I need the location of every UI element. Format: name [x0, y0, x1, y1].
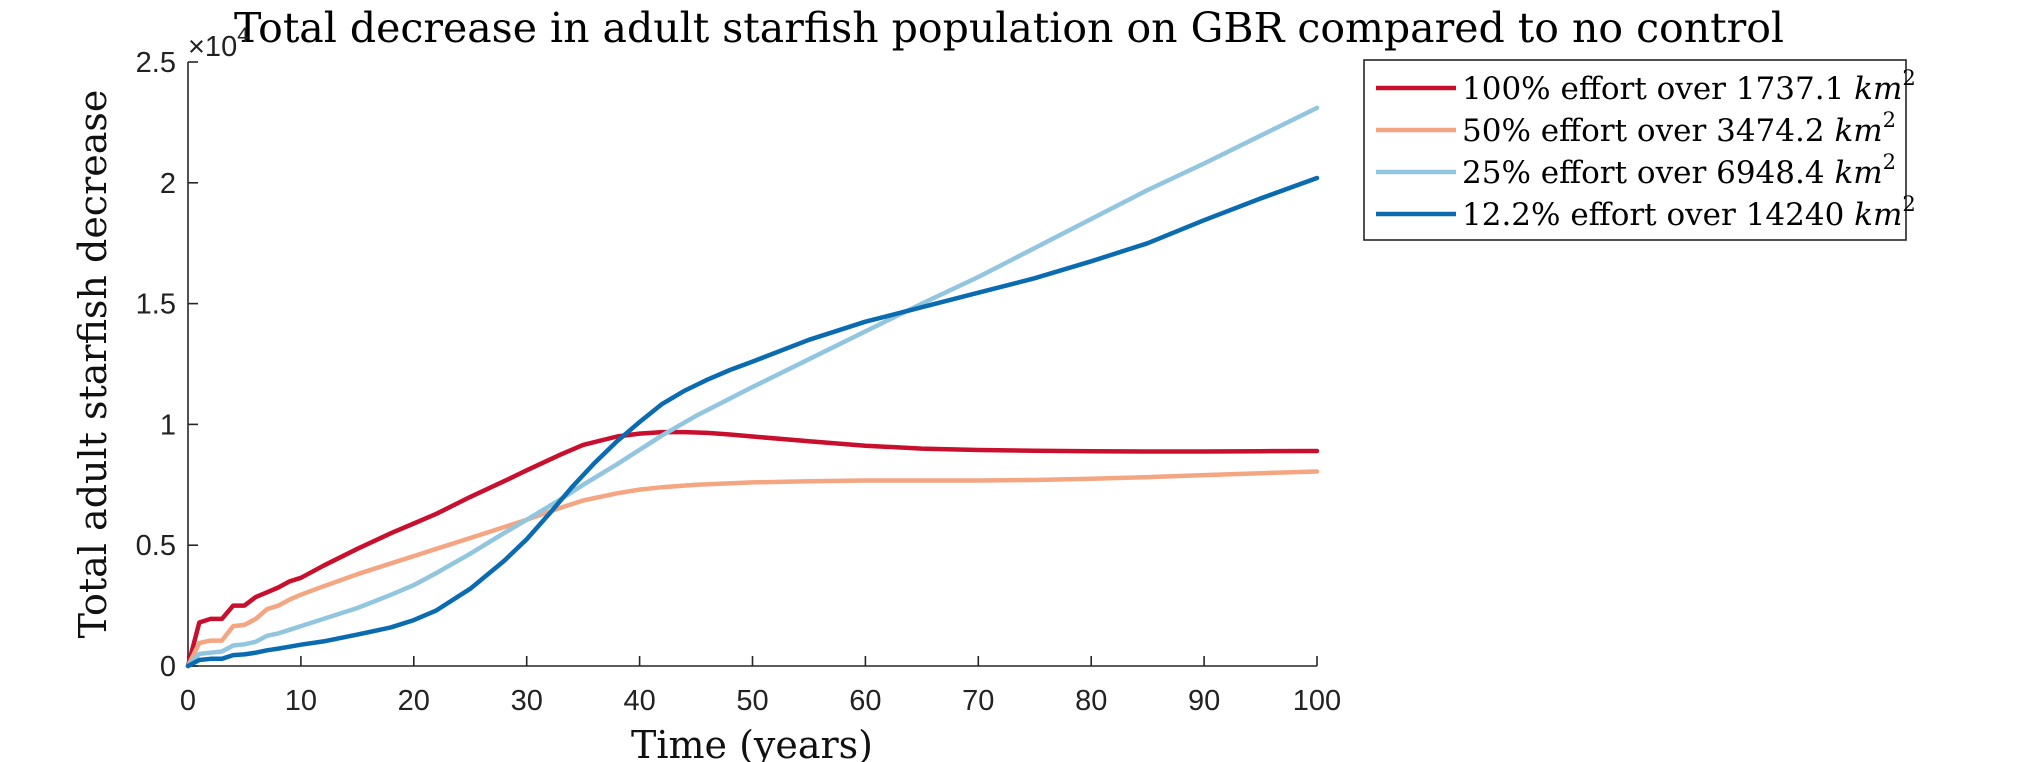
series-lines	[185, 105, 1320, 669]
legend-entry-1: 100% effort over 1737.1 km2	[1462, 66, 1916, 107]
legend-label: 12.2% effort over 14240	[1462, 197, 1854, 233]
y-tick-label: 0.5	[136, 530, 176, 562]
series-line-4	[185, 175, 1320, 669]
x-tick-label: 20	[398, 685, 430, 717]
legend-label: 50% effort over 3474.2	[1462, 113, 1834, 149]
y-tick-label: 1.5	[136, 289, 176, 321]
x-tick-label: 50	[736, 685, 768, 717]
x-tick-label: 90	[1188, 685, 1220, 717]
y-exponent-power: 4	[237, 24, 249, 47]
legend-unit-exponent: 2	[1902, 66, 1915, 90]
svg-text:×104: ×104	[188, 24, 249, 63]
x-tick-label: 70	[962, 685, 994, 717]
legend-entry-4: 12.2% effort over 14240 km2	[1462, 192, 1916, 233]
y-tick-label: 0	[160, 651, 176, 683]
y-tick-label: 2.5	[136, 47, 176, 79]
series-line-3	[185, 105, 1320, 669]
x-tick-label: 100	[1293, 685, 1341, 717]
legend-unit: km	[1834, 113, 1882, 149]
legend-unit: km	[1854, 71, 1902, 107]
x-tick-label: 10	[285, 685, 317, 717]
legend-unit: km	[1854, 197, 1902, 233]
series-line-2	[185, 469, 1320, 669]
y-exponent-label: ×104	[188, 24, 249, 63]
x-axis-label: Time (years)	[631, 723, 873, 762]
y-tick-label: 2	[160, 168, 176, 200]
legend-entry-2: 50% effort over 3474.2 km2	[1462, 108, 1896, 149]
x-tick-label: 0	[180, 685, 196, 717]
y-exponent-base: ×10	[188, 31, 237, 63]
legend-unit-exponent: 2	[1883, 150, 1896, 174]
x-tick-label: 30	[511, 685, 543, 717]
legend-label: 25% effort over 6948.4	[1462, 155, 1834, 191]
legend-unit-exponent: 2	[1902, 192, 1915, 216]
series-line-1	[185, 429, 1320, 669]
plot-area: 0 10 20 30 40 50 60 70 80 90 100 0 0.5 1 1.5 2 2.5	[136, 47, 1342, 717]
x-tick-label: 60	[849, 685, 881, 717]
chart-title: Total decrease in adult starfish populat…	[234, 4, 1784, 52]
legend-entry-3: 25% effort over 6948.4 km2	[1462, 150, 1896, 191]
x-tick-label: 40	[623, 685, 655, 717]
legend-unit-exponent: 2	[1883, 108, 1896, 132]
ticks: 0 10 20 30 40 50 60 70 80 90 100 0 0.5 1 1.5 2 2.5	[136, 47, 1342, 717]
x-tick-label: 80	[1075, 685, 1107, 717]
y-tick-label: 1	[160, 409, 176, 441]
legend-label: 100% effort over 1737.1	[1462, 71, 1854, 107]
legend-unit: km	[1834, 155, 1882, 191]
y-axis-label: Total adult starfish decrease	[71, 90, 115, 639]
